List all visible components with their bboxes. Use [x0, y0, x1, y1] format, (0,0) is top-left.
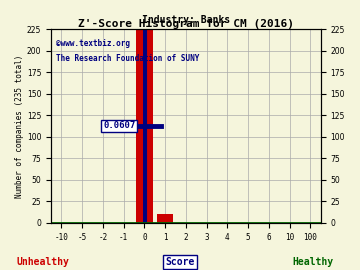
Text: Healthy: Healthy	[293, 257, 334, 267]
Bar	[136, 29, 153, 223]
Text: ©www.textbiz.org: ©www.textbiz.org	[57, 39, 130, 48]
Text: Score: Score	[165, 257, 195, 267]
Bar	[157, 214, 174, 223]
Title: Z'-Score Histogram for CM (2016): Z'-Score Histogram for CM (2016)	[78, 19, 294, 29]
Text: Industry: Banks: Industry: Banks	[142, 15, 230, 25]
Text: Unhealthy: Unhealthy	[17, 257, 69, 267]
Text: 0.0607: 0.0607	[103, 122, 135, 130]
Bar	[143, 29, 146, 223]
Text: The Research Foundation of SUNY: The Research Foundation of SUNY	[57, 54, 200, 63]
Y-axis label: Number of companies (235 total): Number of companies (235 total)	[15, 54, 24, 198]
